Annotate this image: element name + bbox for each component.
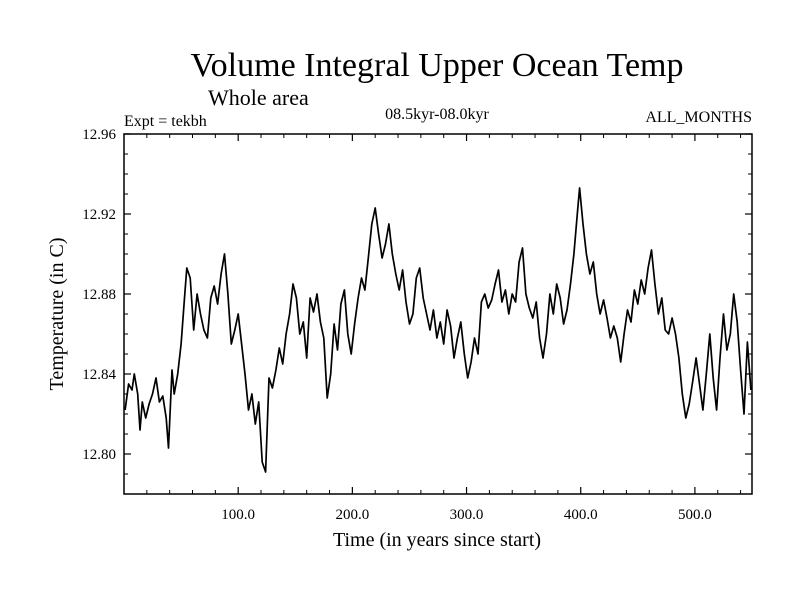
months-label: ALL_MONTHS [645, 109, 752, 126]
x-tick-label: 200.0 [335, 507, 369, 523]
y-tick-label: 12.80 [82, 447, 116, 463]
period-label: 08.5kyr-08.0kyr [385, 106, 489, 123]
chart-title: Volume Integral Upper Ocean Temp [191, 47, 684, 84]
y-tick-label: 12.96 [82, 127, 116, 143]
x-tick-label: 300.0 [450, 507, 484, 523]
temperature-series-line [124, 187, 752, 473]
x-tick-label: 500.0 [678, 507, 712, 523]
chart-subtitle: Whole area [208, 85, 309, 110]
x-axis-ticks: 100.0 200.0 300.0 400.0 500.0 [146, 134, 742, 523]
y-tick-label: 12.92 [82, 207, 116, 223]
x-tick-label: 100.0 [221, 507, 255, 523]
experiment-label: Expt = tekbh [124, 113, 207, 130]
x-tick-label: 400.0 [564, 507, 598, 523]
y-axis-label: Temperature (in C) [46, 238, 68, 391]
y-tick-label: 12.84 [82, 367, 116, 383]
y-tick-label: 12.88 [82, 287, 116, 303]
y-axis-ticks: 12.80 12.84 12.88 12.92 12.96 [82, 127, 752, 495]
x-axis-label: Time (in years since start) [333, 529, 541, 551]
